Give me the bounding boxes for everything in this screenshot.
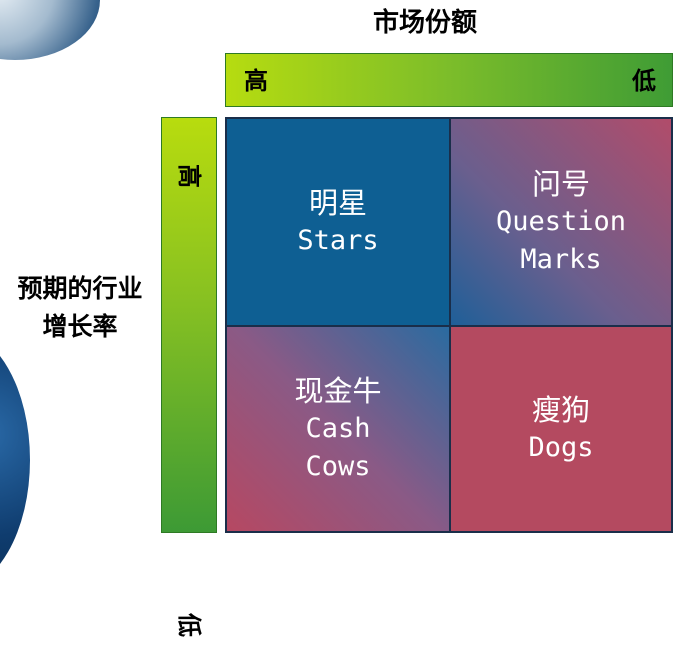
dogs-zh-label: 瘦狗	[531, 393, 590, 427]
market-share-axis-bar: 高 低	[225, 53, 673, 107]
bcg-matrix: 明星 Stars 问号 Question Marks 现金牛 Cash Cows…	[225, 117, 673, 533]
y-axis-low-label: 低	[175, 613, 203, 637]
stars-en-label: Stars	[297, 225, 379, 256]
dogs-en-label: Dogs	[528, 432, 594, 463]
x-axis-low-label: 低	[632, 67, 656, 95]
cash-cows-zh-label: 现金牛	[294, 374, 382, 408]
growth-rate-axis-bar: 高 低	[161, 117, 217, 637]
quadrant-cash-cows: 现金牛 Cash Cows	[226, 326, 450, 532]
y-axis-high-label: 高	[175, 164, 203, 188]
y-axis-title-line1: 预期的行业	[17, 274, 143, 303]
quadrant-question-marks: 问号 Question Marks	[450, 118, 672, 326]
y-axis-title: 预期的行业 增长率	[0, 270, 160, 346]
question-marks-en-line2: Marks	[520, 244, 602, 275]
quadrant-stars: 明星 Stars	[226, 118, 450, 326]
x-axis-high-label: 高	[244, 67, 268, 95]
globe-decoration-top	[0, 0, 100, 60]
globe-decoration-bottom	[0, 330, 30, 590]
cash-cows-en-line2: Cows	[305, 451, 371, 482]
stars-zh-label: 明星	[308, 186, 367, 220]
y-axis-title-line2: 增长率	[42, 312, 118, 341]
question-marks-zh-label: 问号	[531, 167, 590, 201]
cash-cows-en-line1: Cash	[305, 413, 371, 444]
chart-title: 市场份额	[372, 8, 477, 38]
quadrant-dogs: 瘦狗 Dogs	[450, 326, 672, 532]
question-marks-en-line1: Question	[495, 206, 627, 237]
